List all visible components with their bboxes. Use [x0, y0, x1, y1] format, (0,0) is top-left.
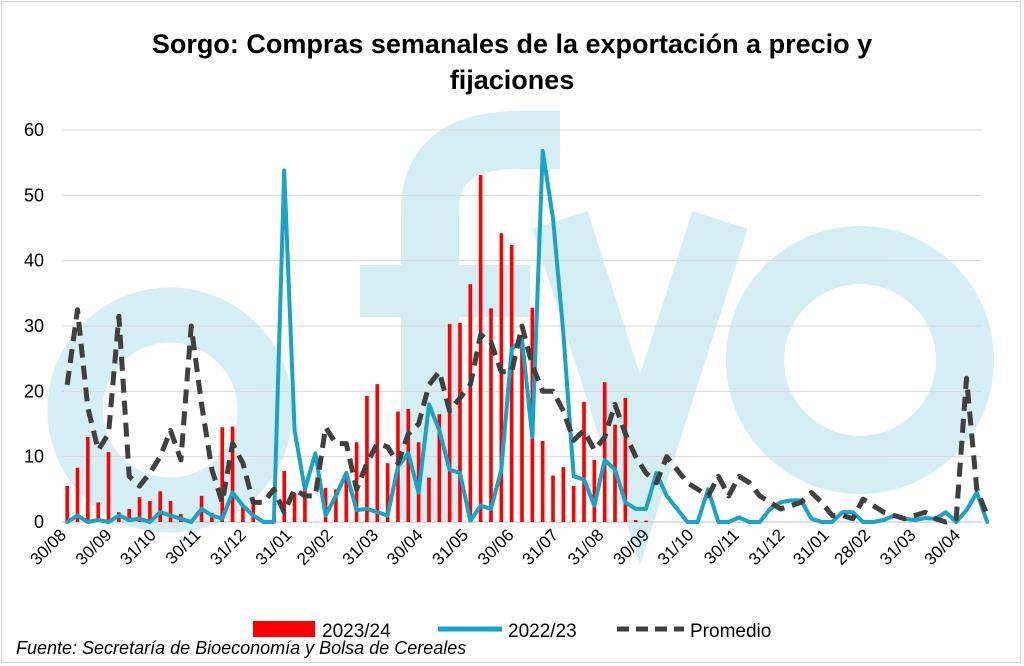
- x-tick-label: 31/03: [876, 525, 920, 569]
- x-tick-label: 31/03: [339, 525, 383, 569]
- bar-2023-24: [251, 499, 256, 522]
- chart-title-line-2: fijaciones: [449, 65, 575, 95]
- bar-2023-24: [127, 508, 131, 522]
- bar-2023-24: [499, 233, 504, 522]
- bar-2023-24: [168, 501, 173, 522]
- bar-2023-24: [334, 489, 338, 522]
- line-promedio: [64, 307, 990, 525]
- bar-2023-24: [520, 337, 524, 522]
- x-tick-label: 31/10: [654, 525, 698, 569]
- bar-2023-24: [106, 452, 111, 522]
- x-tick-label: 30/11: [700, 525, 743, 568]
- bar-2023-24: [633, 520, 638, 522]
- legend-label-2022-23: 2022/23: [508, 621, 577, 642]
- legend: 2023/24 2022/23 Promedio: [253, 621, 771, 642]
- bar-2023-24: [571, 486, 576, 522]
- y-tick-label: 0: [34, 512, 44, 532]
- bar-2023-24: [458, 322, 462, 522]
- bar-2023-24: [582, 401, 586, 522]
- x-tick-label: 29/02: [293, 525, 337, 569]
- line-2022-23: [65, 148, 990, 524]
- bar-2023-24: [489, 308, 493, 522]
- bar-2023-24: [551, 475, 555, 522]
- y-axis-ticks: 0 10 20 30 40 50 60: [24, 120, 44, 532]
- x-tick-label: 30/06: [474, 525, 518, 569]
- bar-2023-24: [602, 382, 607, 522]
- bar-2023-24: [86, 437, 90, 522]
- bar-2023-24: [540, 440, 545, 522]
- x-tick-label: 31/10: [116, 525, 160, 569]
- bar-2023-24: [437, 414, 442, 522]
- x-tick-label: 30/04: [383, 525, 427, 569]
- bar-2023-24: [158, 491, 163, 522]
- x-tick-label: 31/01: [252, 525, 296, 569]
- bar-2023-24: [303, 489, 307, 522]
- x-tick-label: 28/02: [831, 525, 875, 569]
- bar-2023-24: [385, 463, 390, 522]
- bar-2023-24: [344, 478, 349, 522]
- bar-2023-24: [509, 244, 514, 522]
- y-tick-label: 20: [24, 381, 44, 401]
- bar-2023-24: [623, 397, 628, 522]
- bar-2023-24: [96, 502, 100, 522]
- x-tick-label: 31/01: [789, 525, 833, 569]
- bar-2023-24: [75, 467, 80, 522]
- bar-2023-24: [561, 467, 566, 522]
- bar-2023-24: [282, 471, 287, 522]
- y-tick-label: 30: [24, 316, 44, 336]
- series-line-2022/23: [65, 148, 990, 524]
- watermark-logo: [47, 111, 994, 566]
- y-tick-label: 60: [24, 120, 44, 140]
- legend-swatch-2023-24: [253, 621, 315, 637]
- y-tick-label: 40: [24, 251, 44, 271]
- source-note: Fuente: Secretaría de Bioeconomía y Bols…: [16, 638, 467, 658]
- bar-2023-24: [241, 506, 245, 522]
- bar-2023-24: [137, 497, 142, 522]
- x-tick-label: 31/12: [206, 525, 250, 569]
- x-tick-label: 30/09: [72, 525, 116, 569]
- bar-2023-24: [468, 284, 473, 522]
- bar-2023-24: [447, 324, 452, 522]
- bar-2023-24: [148, 501, 152, 522]
- y-tick-label: 50: [24, 185, 44, 205]
- bar-2023-24: [478, 175, 483, 522]
- bar-2023-24: [220, 427, 225, 522]
- legend-label-2023-24: 2023/24: [322, 621, 391, 642]
- x-tick-label: 31/12: [745, 525, 789, 569]
- series-line-Promedio: [64, 307, 990, 525]
- bar-2023-24: [644, 520, 648, 522]
- bar-2023-24: [592, 459, 597, 522]
- x-tick-label: 31/08: [564, 525, 608, 569]
- bar-2023-24: [406, 408, 411, 522]
- bar-2023-24: [375, 384, 380, 522]
- x-tick-label: 31/05: [429, 525, 473, 569]
- bar-2023-24: [292, 492, 297, 522]
- bar-2023-24: [65, 486, 69, 522]
- chart-title: Sorgo: Compras semanales de la exportaci…: [0, 26, 1024, 98]
- chart-title-line-1: Sorgo: Compras semanales de la exportaci…: [151, 29, 873, 59]
- x-tick-label: 31/07: [519, 525, 563, 569]
- bar-2023-24: [230, 426, 235, 522]
- bar-2023-24: [365, 395, 369, 522]
- x-tick-label: 30/04: [921, 525, 965, 569]
- y-tick-label: 10: [24, 447, 44, 467]
- bar-2023-24: [427, 477, 431, 522]
- legend-label-promedio: Promedio: [690, 621, 771, 642]
